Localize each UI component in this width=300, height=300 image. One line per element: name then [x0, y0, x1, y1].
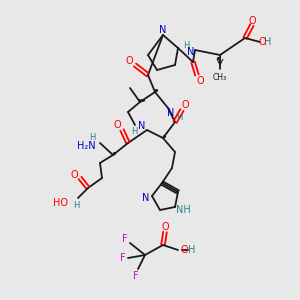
Text: O: O — [196, 76, 204, 86]
Text: O: O — [161, 222, 169, 232]
Text: H: H — [183, 41, 189, 50]
Text: CH₃: CH₃ — [213, 73, 227, 82]
Text: H: H — [188, 245, 196, 255]
Text: O: O — [70, 170, 78, 180]
Text: H₂N: H₂N — [77, 141, 96, 151]
Text: N: N — [142, 193, 150, 203]
Text: NH: NH — [176, 205, 190, 215]
Text: O: O — [125, 56, 133, 66]
Text: N: N — [138, 121, 146, 131]
Text: O: O — [181, 100, 189, 110]
Text: HO: HO — [53, 198, 68, 208]
Text: N: N — [187, 47, 195, 57]
Text: H: H — [73, 202, 79, 211]
Text: F: F — [120, 253, 126, 263]
Text: O: O — [248, 16, 256, 26]
Text: N: N — [167, 108, 175, 118]
Text: H: H — [176, 112, 182, 122]
Text: N: N — [159, 25, 167, 35]
Text: O: O — [180, 245, 188, 255]
Text: H: H — [264, 37, 272, 47]
Text: H: H — [89, 134, 95, 142]
Text: F: F — [133, 271, 139, 281]
Text: O: O — [258, 37, 266, 47]
Text: H: H — [131, 128, 137, 136]
Text: O: O — [113, 120, 121, 130]
Text: F: F — [122, 234, 128, 244]
